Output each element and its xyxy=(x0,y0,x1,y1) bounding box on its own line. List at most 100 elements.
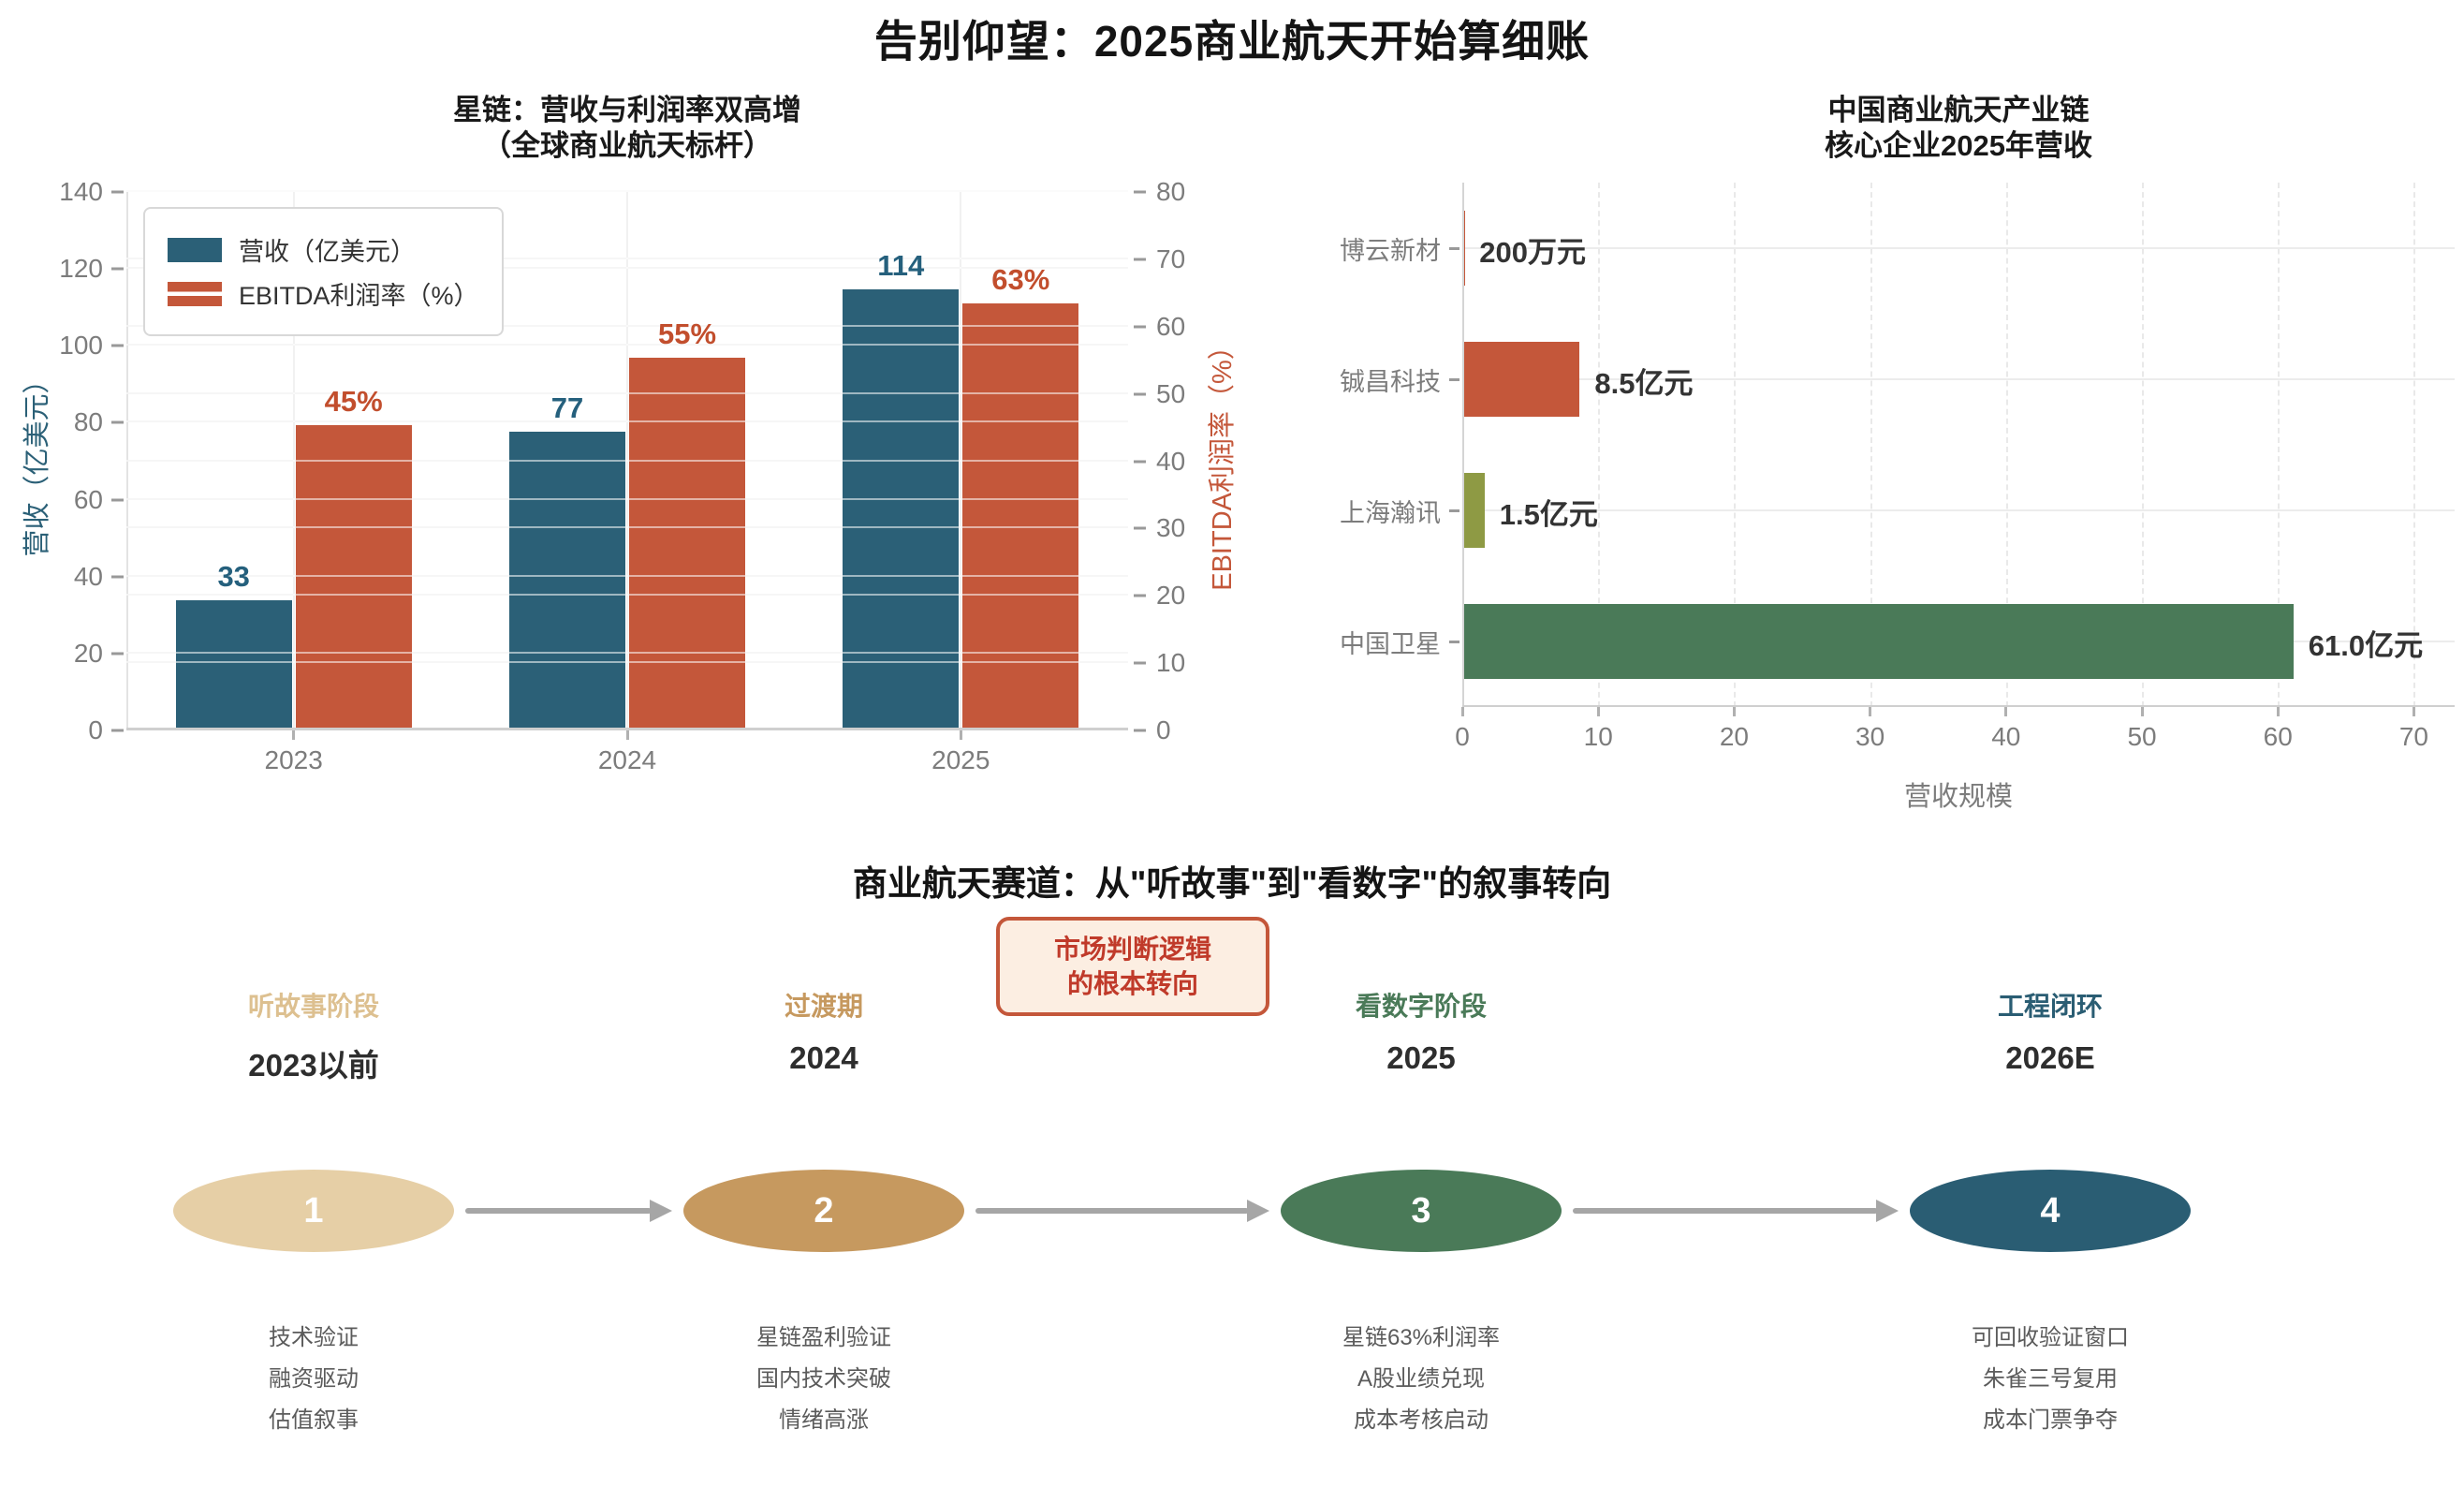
y-tick-label-right: 80 xyxy=(1156,177,1186,206)
y-tick-mark-left xyxy=(111,652,124,656)
china-chain-chart-panel: 中国商业航天产业链 核心企业2025年营收 200万元 博云新材 8.5亿元 铖昌科技… xyxy=(1301,89,2464,847)
y-tick-label-right: 60 xyxy=(1156,311,1186,341)
gridline-v xyxy=(292,192,295,730)
callout-line2: 的根本转向 xyxy=(1066,969,1198,998)
stage-ellipse: 3 xyxy=(1281,1170,1562,1252)
category-tick-mark xyxy=(1449,509,1459,512)
callout-line1: 市场判断逻辑 xyxy=(1053,935,1211,964)
y-tick-label-left: 20 xyxy=(73,638,103,668)
stage-ellipse: 4 xyxy=(1910,1170,2191,1252)
y-tick-label-left: 80 xyxy=(73,407,103,437)
gridline-h-overlay xyxy=(126,661,1128,664)
revenue-bar xyxy=(175,600,292,728)
x-tick-label: 2024 xyxy=(597,745,657,774)
stage-year: 2024 xyxy=(789,1040,858,1075)
x-tick-mark xyxy=(2004,707,2008,716)
x-tick-mark xyxy=(2140,707,2144,716)
x-tick-mark xyxy=(1869,707,1872,716)
y-tick-mark-left xyxy=(111,267,124,271)
legend-row-revenue: 营收（亿美元） xyxy=(168,231,479,268)
y-tick-label-left: 140 xyxy=(59,177,103,206)
y-tick-label-left: 100 xyxy=(59,331,103,361)
stage-item: 国内技术突破 xyxy=(756,1366,891,1392)
company-bar xyxy=(1464,604,2294,679)
x-tick-mark xyxy=(1596,707,1600,716)
y-tick-label-left: 40 xyxy=(73,561,103,591)
y-tick-mark-right xyxy=(1134,460,1146,463)
x-tick-mark xyxy=(959,730,962,740)
stage-label: 看数字阶段 xyxy=(1355,992,1487,1021)
x-tick-mark xyxy=(1460,707,1464,716)
starlink-chart-title-line2: （全球商业航天标杆） xyxy=(482,129,772,162)
revenue-legend-label: 营收（亿美元） xyxy=(239,238,416,266)
page-title: 告别仰望：2025商业航天开始算细账 xyxy=(873,17,1591,66)
revenue-swatch xyxy=(168,237,222,262)
gridline-v xyxy=(1598,183,1601,707)
gridline-v xyxy=(1870,183,1872,707)
x-axis-line xyxy=(126,728,1128,730)
category-label: 博云新材 xyxy=(1340,237,1441,265)
y-tick-mark-left xyxy=(111,575,124,579)
company-value-label: 200万元 xyxy=(1479,236,1587,269)
gridline-h-overlay xyxy=(126,324,1128,327)
y-axis-line xyxy=(1462,183,1464,707)
gridline-h-overlay xyxy=(126,594,1128,597)
stage-item: 星链63%利润率 xyxy=(1342,1325,1501,1350)
x-tick-mark xyxy=(625,730,629,740)
stage-items: 可回收验证窗口 朱雀三号复用 成本门票争夺 xyxy=(1854,1318,2247,1441)
category-tick-mark xyxy=(1449,247,1459,250)
stage-item: 情绪高涨 xyxy=(779,1407,869,1433)
stage-item: 融资驱动 xyxy=(269,1366,359,1392)
ebitda-legend-label: EBITDA利润率（%） xyxy=(239,282,479,310)
gridline-h xyxy=(1462,509,2455,511)
stage-item: 朱雀三号复用 xyxy=(1983,1366,2118,1392)
starlink-chart-title: 星链：营收与利润率双高增 （全球商业航天标杆） xyxy=(126,93,1128,164)
gridline-v xyxy=(2413,183,2416,707)
y-tick-label-right: 30 xyxy=(1156,513,1186,543)
category-label: 铖昌科技 xyxy=(1340,368,1441,396)
y-tick-label-left: 0 xyxy=(88,715,103,744)
china-chain-chart-title: 中国商业航天产业链 核心企业2025年营收 xyxy=(1462,93,2455,164)
china-chain-title-line2: 核心企业2025年营收 xyxy=(1825,129,2092,162)
y-tick-mark-right xyxy=(1134,258,1146,261)
gridline-h-overlay xyxy=(126,526,1128,529)
stage-items: 星链63%利润率 A股业绩兑现 成本考核启动 xyxy=(1225,1318,1618,1441)
revenue-value-label: 77 xyxy=(550,390,584,424)
x-tick-label: 0 xyxy=(1455,722,1470,751)
gridline-h-overlay xyxy=(126,497,1128,500)
stage-year: 2023以前 xyxy=(248,1048,379,1083)
stage-item: 技术验证 xyxy=(269,1325,359,1350)
stage-arrow-line xyxy=(975,1208,1249,1214)
revenue-bar xyxy=(509,431,625,728)
stage-item: 可回收验证窗口 xyxy=(1972,1325,2129,1350)
stage-year: 2026E xyxy=(2005,1040,2095,1075)
gridline-h-overlay xyxy=(126,391,1128,394)
category-tick-mark xyxy=(1449,378,1459,381)
y-tick-label-left: 60 xyxy=(73,484,103,514)
legend-row-ebitda: EBITDA利润率（%） xyxy=(168,275,479,312)
category-tick-mark xyxy=(1449,641,1459,643)
ebitda-value-label: 63% xyxy=(991,263,1050,297)
gridline-h-overlay xyxy=(126,344,1128,346)
starlink-chart-title-line1: 星链：营收与利润率双高增 xyxy=(453,94,801,126)
gridline-h-overlay xyxy=(126,420,1128,423)
category-label: 中国卫星 xyxy=(1340,630,1441,658)
stage-items: 星链盈利验证 国内技术突破 情绪高涨 xyxy=(627,1318,1020,1441)
category-label: 上海瀚讯 xyxy=(1340,499,1441,527)
x-tick-label: 20 xyxy=(1719,722,1749,751)
gridline-v xyxy=(626,192,628,730)
gridline-h-overlay xyxy=(126,190,1128,192)
y-tick-mark-right xyxy=(1134,392,1146,396)
stage-label: 听故事阶段 xyxy=(247,992,379,1021)
company-value-label: 8.5亿元 xyxy=(1594,367,1694,400)
x-tick-label: 30 xyxy=(1855,722,1885,751)
y-tick-mark-right xyxy=(1134,526,1146,530)
y-tick-label-right: 70 xyxy=(1156,243,1186,273)
y-tick-label-left: 120 xyxy=(59,254,103,284)
gridline-h-overlay xyxy=(126,651,1128,654)
ebitda-value-label: 45% xyxy=(324,384,383,418)
y-tick-mark-right xyxy=(1134,594,1146,597)
x-axis-line xyxy=(1462,705,2455,707)
stage-arrow-head xyxy=(1247,1200,1269,1222)
